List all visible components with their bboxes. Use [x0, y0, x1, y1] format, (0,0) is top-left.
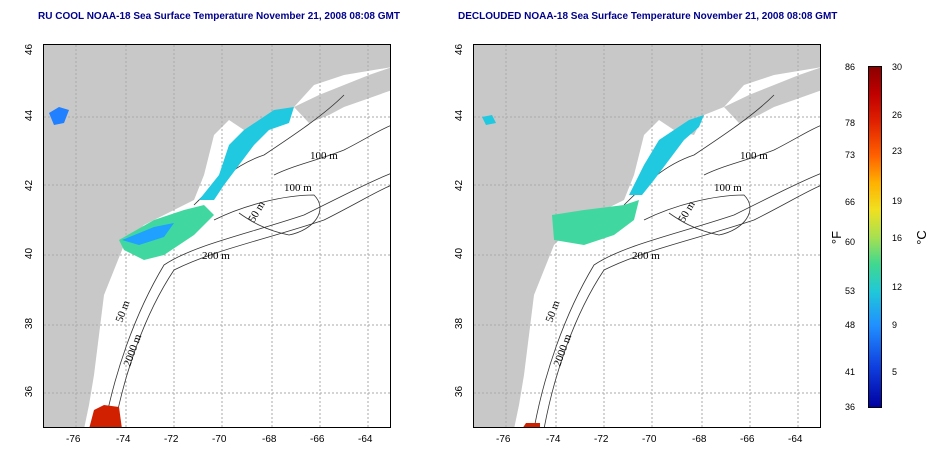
y-tick-label: 42 — [454, 179, 466, 192]
contour-label: 100 m — [284, 182, 312, 194]
x-tick-label: -70 — [212, 434, 227, 445]
sst-patch-warm — [523, 423, 540, 427]
sst-patch-shelf — [552, 200, 639, 245]
contour-label: 50 m — [246, 199, 268, 225]
celsius-label: 12 — [892, 282, 903, 292]
fahrenheit-label: 86 — [845, 62, 856, 72]
fahrenheit-label: 78 — [845, 118, 856, 128]
coastline-land — [44, 45, 390, 427]
contour-label: 100 m — [310, 150, 338, 162]
sst-patch-warm — [89, 405, 122, 427]
contour-label: 50 m — [676, 199, 698, 225]
x-tick-label: -72 — [164, 434, 179, 445]
celsius-label: 9 — [892, 320, 898, 330]
celsius-label: 30 — [892, 62, 903, 72]
contour-label: 100 m — [714, 182, 742, 194]
contour-label: 100 m — [740, 150, 768, 162]
y-tick-label: 36 — [454, 385, 466, 398]
x-tick-label: -76 — [66, 434, 81, 445]
x-tick-label: -68 — [692, 434, 707, 445]
y-tick-label: 42 — [24, 179, 36, 192]
x-tick-label: -66 — [310, 434, 325, 445]
grid-lines — [474, 45, 820, 427]
contour-label: 50 m — [544, 299, 563, 324]
fahrenheit-label: 41 — [845, 367, 856, 377]
sst-patch-gom — [629, 115, 704, 195]
x-tick-label: -74 — [546, 434, 561, 445]
fahrenheit-label: 73 — [845, 150, 856, 160]
x-tick-label: -64 — [788, 434, 803, 445]
right-map-panel: 100 m 100 m 50 m 200 m 50 m 2000 m — [473, 44, 821, 428]
fahrenheit-label: 66 — [845, 197, 856, 207]
celsius-label: 19 — [892, 196, 903, 206]
fahrenheit-unit: °F — [829, 230, 845, 245]
celsius-label: 26 — [892, 110, 903, 120]
celsius-label: 23 — [892, 146, 903, 156]
y-tick-label: 40 — [454, 247, 466, 260]
contour-label: 200 m — [202, 250, 230, 262]
y-tick-label: 38 — [454, 317, 466, 330]
x-tick-label: -70 — [642, 434, 657, 445]
left-panel-title: RU COOL NOAA-18 Sea Surface Temperature … — [38, 11, 400, 22]
fahrenheit-label: 53 — [845, 286, 856, 296]
sst-patch-north — [49, 107, 69, 125]
nova-scotia-land — [294, 67, 390, 123]
y-tick-label: 44 — [24, 109, 36, 122]
y-tick-label: 46 — [454, 43, 466, 56]
y-tick-label: 40 — [24, 247, 36, 260]
x-tick-label: -66 — [740, 434, 755, 445]
sst-patch-gom — [199, 107, 294, 200]
right-map-svg: 100 m 100 m 50 m 200 m 50 m 2000 m — [474, 45, 820, 427]
fahrenheit-label: 48 — [845, 320, 856, 330]
left-map-panel: 100 m 100 m 50 m 200 m 50 m 2000 m — [43, 44, 391, 428]
nova-scotia-land — [724, 67, 820, 123]
x-tick-label: -76 — [496, 434, 511, 445]
y-tick-label: 36 — [24, 385, 36, 398]
sst-patch-north — [482, 115, 496, 125]
coastline-land — [474, 45, 820, 427]
grid-lines — [44, 45, 390, 427]
y-tick-label: 44 — [454, 109, 466, 122]
right-panel-title: DECLOUDED NOAA-18 Sea Surface Temperatur… — [458, 11, 838, 22]
celsius-label: 5 — [892, 367, 898, 377]
contour-label: 50 m — [114, 299, 133, 324]
fahrenheit-label: 60 — [845, 237, 856, 247]
y-tick-label: 46 — [24, 43, 36, 56]
celsius-unit: °C — [913, 230, 929, 245]
fahrenheit-label: 36 — [845, 402, 856, 412]
x-tick-label: -64 — [358, 434, 373, 445]
sst-patch-shelf-blue — [122, 223, 174, 245]
temperature-colorbar — [868, 66, 882, 408]
y-tick-label: 38 — [24, 317, 36, 330]
celsius-label: 16 — [892, 233, 903, 243]
x-tick-label: -74 — [116, 434, 131, 445]
x-tick-label: -68 — [262, 434, 277, 445]
bathymetry-contours — [533, 94, 820, 427]
contour-label: 200 m — [632, 250, 660, 262]
x-tick-label: -72 — [594, 434, 609, 445]
left-map-svg: 100 m 100 m 50 m 200 m 50 m 2000 m — [44, 45, 390, 427]
